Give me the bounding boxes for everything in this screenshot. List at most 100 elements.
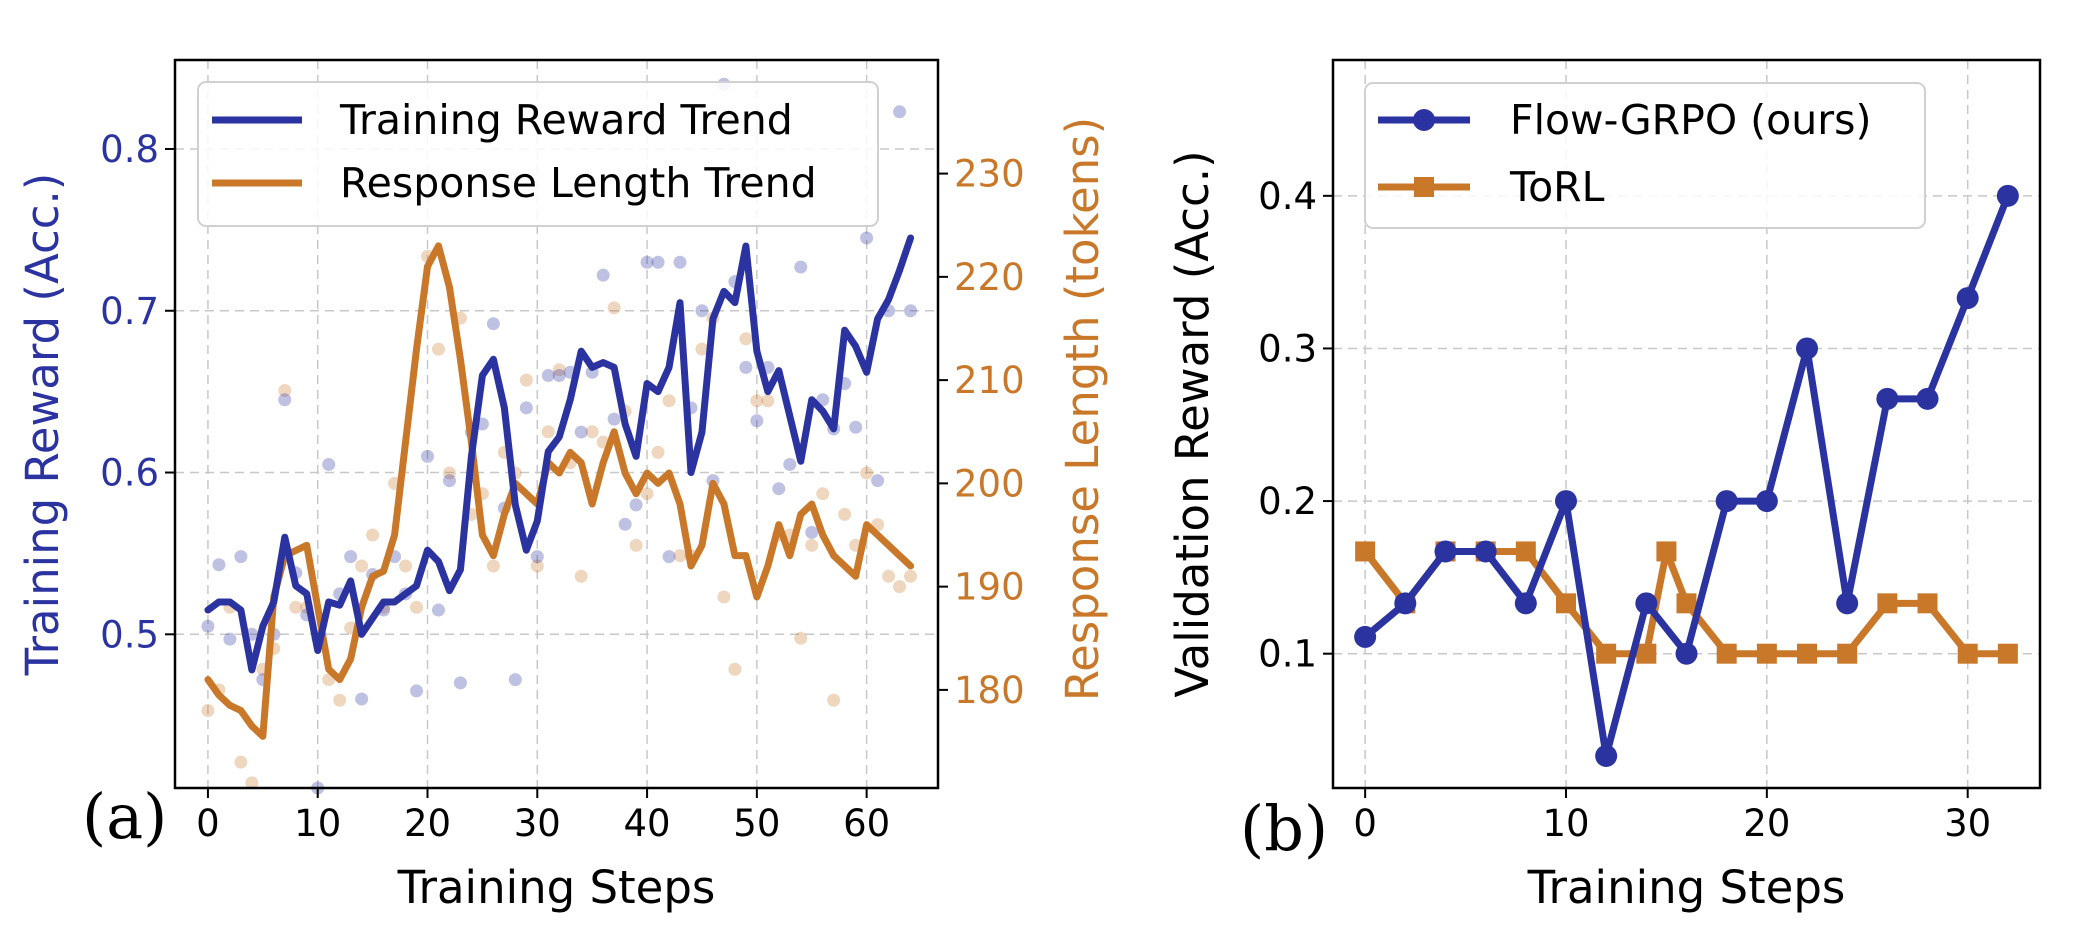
scatter-point-length [750, 394, 764, 408]
marker-torl [1555, 593, 1576, 614]
scatter-point-length [278, 383, 292, 397]
scatter-point-reward [541, 368, 555, 382]
x-tick-label: 30 [514, 802, 561, 845]
marker-torl [1676, 593, 1697, 614]
scatter-point-length [442, 466, 456, 480]
scatter-point-length [695, 342, 709, 356]
scatter-point-reward [234, 550, 248, 564]
marker-flow-grpo [1474, 540, 1497, 563]
marker-flow-grpo [1956, 287, 1979, 310]
marker-flow-grpo [1635, 592, 1658, 615]
scatter-point-length [860, 466, 874, 480]
scatter-point-reward [410, 684, 424, 698]
x-tick-label: 40 [624, 802, 671, 845]
scatter-point-length [904, 569, 918, 583]
y-tick-label: 0.1 [1258, 633, 1317, 676]
scatter-point-reward [223, 632, 237, 646]
scatter-point-length [640, 487, 654, 501]
marker-torl [1656, 541, 1677, 562]
scatter-point-length [585, 425, 599, 439]
panel-label: (b) [1240, 792, 1328, 865]
scatter-point-reward [607, 412, 621, 426]
y-axis-label-left: Training Reward (Acc.) [16, 173, 69, 677]
x-axis-label: Training Steps [1527, 861, 1846, 914]
scatter-point-length [629, 538, 643, 552]
scatter-point-reward [530, 550, 544, 564]
scatter-point-length [893, 580, 907, 594]
legend-marker-flow-grpo [1413, 109, 1435, 131]
scatter-point-length [673, 549, 687, 563]
scatter-point-length [410, 600, 424, 614]
scatter-point-length [794, 631, 808, 645]
scatter-point-reward [805, 525, 819, 539]
scatter-point-length [289, 600, 303, 614]
scatter-point-reward [772, 482, 786, 496]
legend: Training Reward Trend Response Length Tre… [197, 81, 879, 227]
legend: Flow-GRPO (ours) ToRL [1364, 82, 1926, 229]
scatter-point-length [201, 704, 215, 718]
marker-flow-grpo [1755, 490, 1778, 513]
x-tick-label: 60 [843, 802, 890, 845]
scatter-point-reward [739, 360, 753, 374]
scatter-point-reward [278, 393, 292, 407]
scatter-point-length [717, 590, 731, 604]
marker-torl [1636, 643, 1657, 664]
scatter-point-reward [794, 260, 808, 274]
legend-box [1364, 82, 1926, 229]
marker-flow-grpo [1836, 592, 1859, 615]
scatter-point-reward [783, 457, 797, 471]
y-right-tick-label: 220 [954, 256, 1025, 299]
scatter-point-length [838, 507, 852, 521]
scatter-point-reward [552, 368, 566, 382]
y-tick-label: 0.4 [1258, 175, 1317, 218]
scatter-point-length [245, 776, 259, 790]
scatter-point-length [431, 342, 445, 356]
x-tick-label: 30 [1944, 802, 1991, 845]
scatter-point-length [333, 693, 347, 707]
scatter-point-reward [431, 603, 445, 617]
scatter-point-reward [695, 304, 709, 318]
scatter-point-length [234, 755, 248, 769]
y-left-tick-label: 0.5 [100, 613, 159, 656]
scatter-point-length [827, 693, 841, 707]
x-tick-label: 10 [1542, 802, 1589, 845]
scatter-point-reward [849, 420, 863, 434]
legend-label-torl: ToRL [1509, 163, 1605, 211]
scatter-point-reward [453, 676, 467, 690]
scatter-point-length [552, 363, 566, 377]
scatter-point-reward [871, 474, 885, 488]
scatter-point-reward [662, 550, 676, 564]
scatter-point-length [399, 559, 413, 573]
y-right-tick-label: 230 [954, 153, 1025, 196]
scatter-point-length [355, 559, 369, 573]
marker-flow-grpo [1595, 744, 1618, 767]
scatter-point-length [816, 487, 830, 501]
y-tick-label: 0.3 [1258, 327, 1317, 370]
scatter-point-length [607, 301, 621, 315]
marker-flow-grpo [1876, 387, 1899, 410]
marker-torl [1596, 643, 1617, 664]
marker-torl [1917, 593, 1938, 614]
plot-frame [1331, 58, 2042, 790]
marker-torl [1877, 593, 1898, 614]
scatter-point-reward [673, 255, 687, 269]
y-right-tick-label: 210 [954, 359, 1025, 402]
scatter-point-length [662, 394, 676, 408]
marker-flow-grpo [1996, 184, 2019, 207]
marker-flow-grpo [1916, 387, 1939, 410]
series-line-training-reward [204, 234, 915, 674]
y-left-tick-label: 0.8 [100, 128, 159, 171]
legend-marker-torl [1414, 177, 1434, 197]
marker-flow-grpo [1354, 625, 1377, 648]
y-right-tick-label: 200 [954, 462, 1025, 505]
scatter-point-length [805, 538, 819, 552]
scatter-point-length [761, 394, 775, 408]
scatter-point-length [882, 569, 896, 583]
y-left-tick-label: 0.6 [100, 452, 159, 495]
series-line-flow-grpo [1362, 194, 2012, 760]
y-left-tick-label: 0.7 [100, 290, 159, 333]
marker-flow-grpo [1715, 490, 1738, 513]
y-axis-label-right: Response Length (tokens) [1056, 117, 1109, 701]
marker-torl [1756, 643, 1777, 664]
